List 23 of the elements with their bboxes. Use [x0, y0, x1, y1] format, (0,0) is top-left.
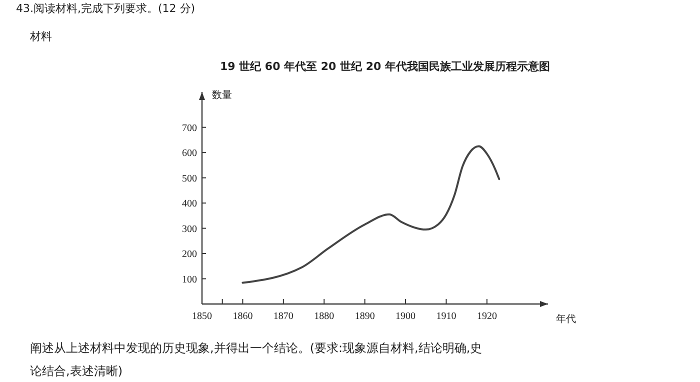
y-tick-label: 700: [182, 122, 197, 134]
x-tick-label: 1850: [192, 311, 212, 322]
x-tick-label: 1910: [436, 311, 456, 322]
x-tick-label: 1900: [396, 311, 416, 322]
y-tick-label: 300: [182, 224, 197, 235]
chart-title: 19 世纪 60 年代至 20 世纪 20 年代我国民族工业发展历程示意图: [220, 60, 550, 73]
y-tick-label: 400: [182, 198, 197, 210]
text: 43.阅读材料,完成下列要求。(12 分): [16, 2, 196, 15]
y-tick-label: 500: [182, 173, 197, 184]
line-series: [242, 145, 500, 284]
x-tick-label: 1890: [354, 311, 375, 322]
x-axis-title: 年代: [556, 313, 576, 325]
text: 论结合,表述清晰): [30, 364, 122, 378]
y-tick-label: 100: [182, 274, 197, 286]
text: 阐述从上述材料中发现的历史现象,并得出一个结论。(要求:现象源自材料,结论明确,史: [30, 341, 482, 355]
y-axis-title: 数量: [212, 90, 232, 101]
x-tick-label: 1920: [476, 311, 497, 322]
y-tick-label: 200: [182, 249, 197, 260]
x-tick-label: 1880: [314, 311, 334, 322]
x-tick-label: 1870: [273, 311, 294, 322]
x-tick-label: 1860: [232, 311, 253, 322]
text: 材料: [29, 30, 52, 43]
y-tick-label: 600: [182, 148, 197, 160]
